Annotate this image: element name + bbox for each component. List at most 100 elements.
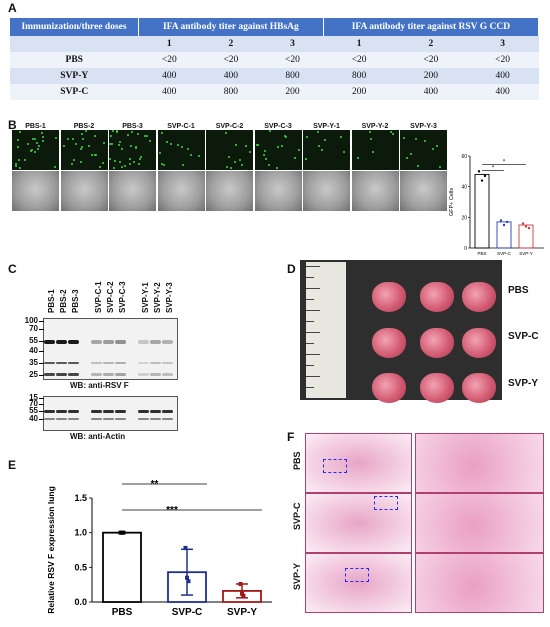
- x-tick-label: SVP-C: [172, 607, 203, 618]
- gfp-cell: [15, 163, 17, 165]
- rsvf-expression-chart: 0.0 0.5 1.0 1.5 Relative RSV F expression lu…: [46, 479, 272, 618]
- protein-band: [162, 362, 173, 364]
- mw-tick: [39, 404, 44, 405]
- lung-group-svpc: SVP-C: [508, 331, 539, 342]
- lung-specimen: [420, 282, 454, 312]
- data-point: [527, 226, 531, 230]
- zoom-region-box: [323, 459, 347, 473]
- gfp-cell: [55, 137, 57, 139]
- panel-label-b: B: [8, 118, 17, 132]
- table-cell: 400: [200, 68, 262, 84]
- actin-band: [56, 410, 67, 413]
- bar-svp-c: [496, 221, 512, 249]
- lung-specimen: [420, 373, 454, 403]
- significance-mark: *: [492, 165, 495, 171]
- gfp-image: [254, 130, 302, 170]
- gfp-image: [206, 130, 253, 170]
- gfp-cell: [15, 165, 17, 167]
- ruler: [306, 262, 346, 398]
- mw-tick: [39, 375, 44, 376]
- sample-label: SVP-Y-2: [361, 123, 389, 130]
- gfp-cell: [391, 133, 394, 135]
- actin-band: [103, 410, 114, 413]
- gfp-cell: [267, 164, 270, 166]
- protein-band: [68, 362, 79, 364]
- actin-band: [56, 418, 67, 420]
- gfp-cell: [235, 144, 237, 146]
- gfp-cell: [264, 158, 267, 160]
- gfp-cell: [87, 145, 90, 147]
- sample-label: SVP-C-3: [264, 123, 292, 130]
- gfp-cell: [121, 148, 123, 150]
- gfp-cell: [133, 161, 135, 163]
- gfp-cell: [42, 136, 44, 138]
- table-cell: <20: [261, 52, 324, 68]
- data-point: [477, 170, 481, 173]
- actin-band: [44, 410, 55, 413]
- sample-label: SVP-C-2: [215, 123, 244, 130]
- sample-label: PBS-1: [25, 123, 46, 130]
- y-tick-label: 0.0: [74, 597, 87, 607]
- brightfield-image: [60, 171, 108, 211]
- mw-marker: 40: [29, 346, 38, 355]
- zoom-region-box: [374, 496, 398, 510]
- table-row: PBS <20 <20 <20 <20 <20 <20: [10, 52, 539, 68]
- gfp-cell: [131, 131, 133, 133]
- mw-tick: [39, 341, 44, 342]
- lane-label: SVP-C-2: [106, 281, 115, 313]
- ruler-tick: [306, 376, 320, 377]
- mw-marker: 35: [29, 358, 38, 367]
- histology-low-mag: [305, 433, 412, 493]
- table-cell: <20: [466, 52, 539, 68]
- data-point: [238, 581, 243, 586]
- table-row: 1 2 3 1 2 3: [10, 36, 539, 52]
- gfp-cell: [109, 143, 111, 145]
- sample-label: PBS-3: [122, 123, 143, 130]
- gfp-cell: [119, 161, 121, 163]
- lane-label: SVP-C-3: [118, 281, 127, 313]
- gfp-cell: [79, 161, 82, 163]
- panel-label-d: D: [287, 262, 296, 276]
- ruler-tick: [306, 310, 320, 311]
- gfp-cell: [74, 143, 77, 145]
- protein-band: [68, 340, 79, 344]
- gfp-cell: [306, 136, 308, 138]
- lung-specimen: [372, 373, 406, 403]
- protein-band: [138, 362, 149, 364]
- protein-band: [162, 373, 173, 376]
- gfp-cell: [79, 148, 82, 150]
- table-cell: [10, 36, 139, 52]
- brightfield-image: [351, 171, 399, 211]
- lung-group-svpy: SVP-Y: [508, 378, 539, 389]
- brightfield-image: [12, 171, 59, 211]
- histology-high-mag: [415, 493, 544, 553]
- gfp-cell: [30, 150, 32, 152]
- table-cell: 400: [466, 84, 539, 100]
- gfp-image: [109, 130, 156, 170]
- lane-label: SVP-Y-3: [165, 282, 174, 313]
- histology-high-mag: [415, 433, 544, 493]
- ruler-tick: [306, 266, 320, 267]
- table-header-hbsag: IFA antibody titer against HBsAg: [138, 18, 324, 36]
- significance-mark: ***: [166, 505, 178, 516]
- gfp-cell: [93, 154, 96, 156]
- gfp-cell: [129, 163, 131, 165]
- panel-label-c: C: [8, 262, 17, 276]
- gfp-cell: [293, 157, 296, 159]
- gfp-cell: [389, 131, 392, 133]
- gfp-cell: [109, 158, 111, 160]
- protein-band: [44, 373, 55, 376]
- gfp-cell: [268, 130, 271, 132]
- data-point: [499, 219, 503, 222]
- gfp-cell: [241, 164, 243, 166]
- ruler-tick: [306, 354, 320, 355]
- table-cell: 200: [261, 84, 324, 100]
- gfp-cell: [169, 143, 172, 145]
- gfp-cell: [27, 143, 29, 145]
- gfp-cell: [181, 164, 184, 166]
- gfp-cell: [340, 136, 342, 138]
- data-point: [483, 174, 487, 178]
- data-point: [241, 593, 246, 598]
- gfp-cell: [371, 151, 374, 153]
- gfp-cell: [101, 162, 104, 164]
